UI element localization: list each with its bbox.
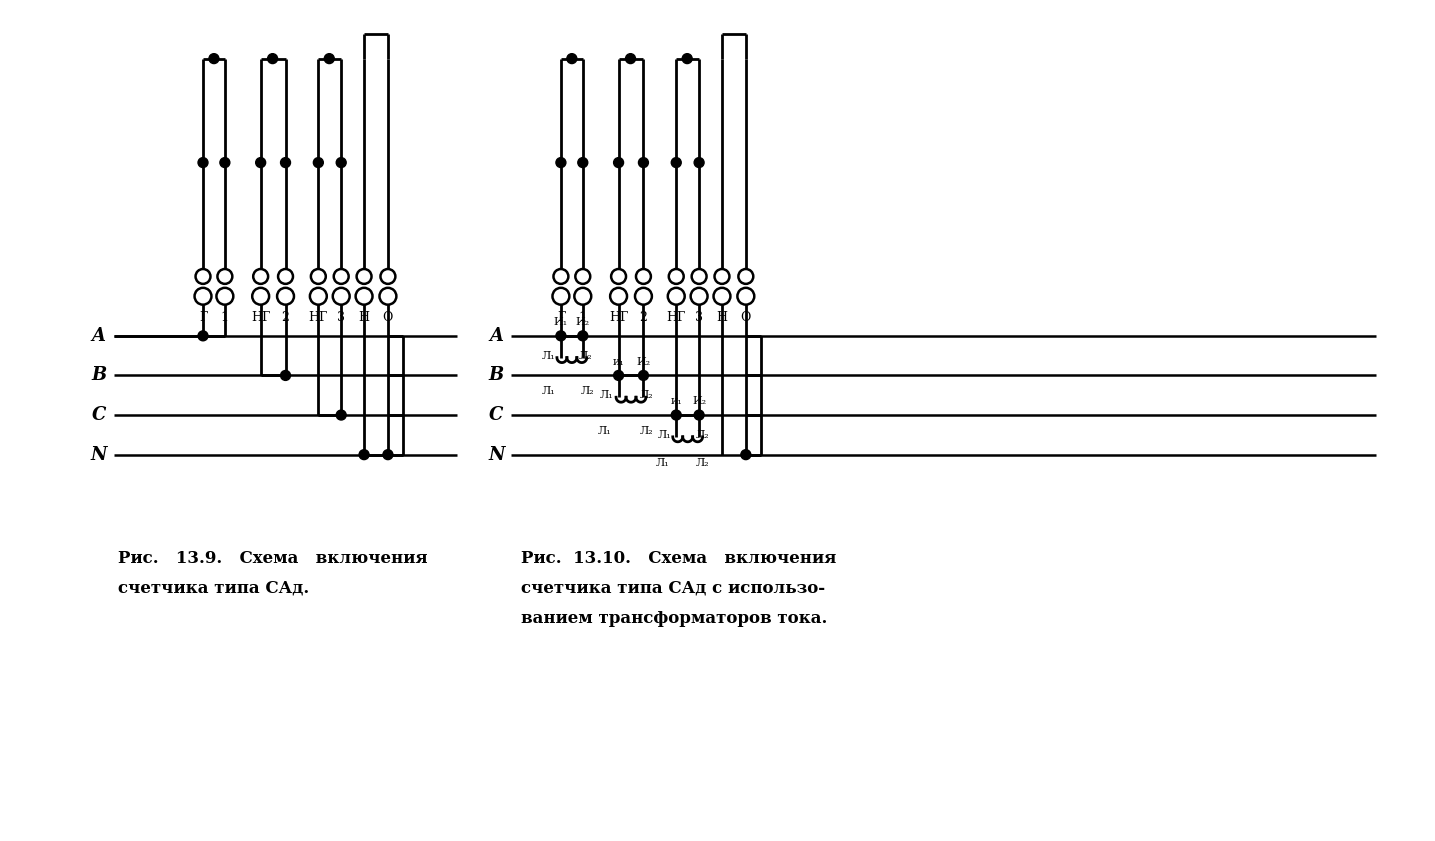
Circle shape bbox=[695, 410, 705, 420]
Text: Г: Г bbox=[557, 311, 565, 324]
Circle shape bbox=[383, 450, 393, 460]
Circle shape bbox=[578, 331, 588, 341]
Circle shape bbox=[324, 54, 334, 64]
Text: C: C bbox=[92, 406, 106, 424]
Text: Л₁: Л₁ bbox=[598, 426, 611, 436]
Text: О: О bbox=[740, 311, 751, 324]
Text: счетчика типа САд.: счетчика типа САд. bbox=[119, 579, 310, 597]
Text: О: О bbox=[383, 311, 393, 324]
Circle shape bbox=[220, 157, 230, 167]
Text: B: B bbox=[489, 367, 504, 384]
Text: Л₁: Л₁ bbox=[656, 458, 669, 468]
Text: Л₁: Л₁ bbox=[657, 430, 672, 440]
Text: 1: 1 bbox=[221, 311, 228, 324]
Text: И₂: И₂ bbox=[692, 396, 706, 406]
Text: A: A bbox=[489, 327, 504, 345]
Text: Г: Г bbox=[199, 311, 207, 324]
Text: Н: Н bbox=[716, 311, 728, 324]
Circle shape bbox=[672, 157, 682, 167]
Text: Рис.  13.10.   Схема   включения: Рис. 13.10. Схема включения bbox=[521, 550, 837, 567]
Circle shape bbox=[578, 157, 588, 167]
Circle shape bbox=[567, 54, 577, 64]
Circle shape bbox=[359, 450, 369, 460]
Text: НГ: НГ bbox=[608, 311, 629, 324]
Text: Л₂: Л₂ bbox=[640, 426, 653, 436]
Circle shape bbox=[626, 54, 636, 64]
Circle shape bbox=[313, 157, 323, 167]
Text: Л₁: Л₁ bbox=[542, 351, 555, 361]
Text: НГ: НГ bbox=[251, 311, 270, 324]
Text: счетчика типа САд с использо-: счетчика типа САд с использо- bbox=[521, 579, 825, 597]
Circle shape bbox=[639, 157, 649, 167]
Circle shape bbox=[336, 410, 346, 420]
Text: 1: 1 bbox=[578, 311, 587, 324]
Circle shape bbox=[682, 54, 692, 64]
Text: и₁: и₁ bbox=[670, 396, 682, 406]
Text: Л₂: Л₂ bbox=[578, 351, 593, 361]
Text: И₂: И₂ bbox=[636, 357, 650, 367]
Circle shape bbox=[614, 371, 624, 380]
Text: и₁: и₁ bbox=[613, 357, 624, 367]
Circle shape bbox=[695, 157, 705, 167]
Circle shape bbox=[740, 450, 751, 460]
Circle shape bbox=[281, 157, 290, 167]
Text: A: A bbox=[92, 327, 106, 345]
Circle shape bbox=[198, 157, 208, 167]
Text: C: C bbox=[489, 406, 504, 424]
Circle shape bbox=[336, 157, 346, 167]
Circle shape bbox=[281, 371, 290, 380]
Text: НГ: НГ bbox=[309, 311, 329, 324]
Text: НГ: НГ bbox=[667, 311, 686, 324]
Text: И₂: И₂ bbox=[575, 317, 590, 327]
Text: Л₂: Л₂ bbox=[696, 458, 709, 468]
Circle shape bbox=[268, 54, 277, 64]
Text: Л₂: Л₂ bbox=[640, 390, 653, 400]
Text: 2: 2 bbox=[640, 311, 647, 324]
Text: Л₁: Л₁ bbox=[542, 386, 555, 396]
Text: Л₂: Л₂ bbox=[581, 386, 594, 396]
Text: Л₂: Л₂ bbox=[696, 430, 709, 440]
Circle shape bbox=[639, 371, 649, 380]
Text: N: N bbox=[488, 446, 505, 463]
Circle shape bbox=[210, 54, 220, 64]
Circle shape bbox=[614, 157, 624, 167]
Circle shape bbox=[198, 331, 208, 341]
Circle shape bbox=[555, 331, 565, 341]
Text: 2: 2 bbox=[281, 311, 290, 324]
Text: B: B bbox=[90, 367, 106, 384]
Text: Л₁: Л₁ bbox=[600, 390, 613, 400]
Text: ванием трансформаторов тока.: ванием трансформаторов тока. bbox=[521, 610, 828, 627]
Text: Рис.   13.9.   Схема   включения: Рис. 13.9. Схема включения bbox=[119, 550, 428, 567]
Circle shape bbox=[672, 410, 682, 420]
Text: N: N bbox=[90, 446, 106, 463]
Text: И₁: И₁ bbox=[554, 317, 568, 327]
Circle shape bbox=[555, 157, 565, 167]
Text: 3: 3 bbox=[695, 311, 703, 324]
Circle shape bbox=[255, 157, 265, 167]
Text: 3: 3 bbox=[337, 311, 346, 324]
Text: Н: Н bbox=[359, 311, 370, 324]
